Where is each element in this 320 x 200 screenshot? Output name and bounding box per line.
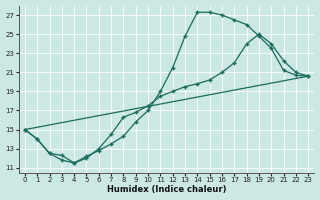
X-axis label: Humidex (Indice chaleur): Humidex (Indice chaleur) [107,185,226,194]
